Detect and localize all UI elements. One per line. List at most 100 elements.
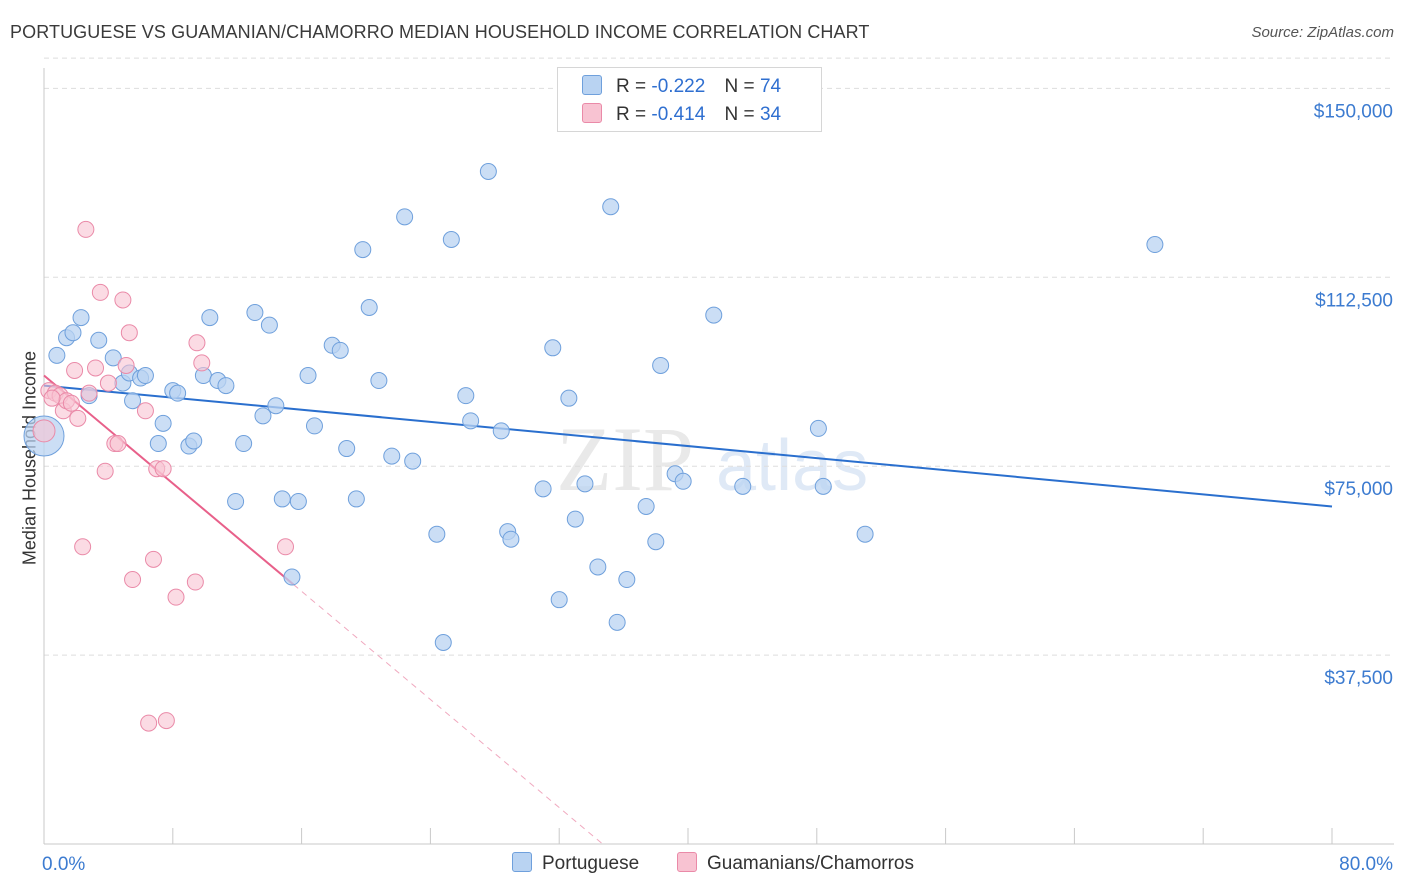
n-value-portuguese: 74: [759, 76, 782, 97]
portuguese-point: [254, 407, 272, 425]
portuguese-point: [589, 558, 607, 576]
r-value-portuguese: -0.222: [651, 76, 706, 97]
guamanian-point: [109, 435, 127, 453]
portuguese-point: [442, 231, 460, 248]
portuguese-point: [48, 346, 66, 364]
portuguese-point: [235, 435, 253, 453]
portuguese-point: [283, 568, 301, 586]
guamanian-point: [99, 374, 117, 392]
guamanian-point: [66, 361, 84, 379]
y-tick-label: $75,000: [1324, 479, 1393, 500]
legend-label-portuguese: Portuguese: [542, 853, 640, 874]
portuguese-point: [566, 510, 584, 528]
guamanian-point: [154, 460, 172, 478]
guamanian-point: [74, 538, 92, 556]
portuguese-point: [124, 392, 142, 410]
guamanian-point: [87, 359, 105, 377]
portuguese-point: [169, 384, 187, 402]
pink-swatch: [677, 852, 697, 872]
x-tick-label: 80.0%: [1339, 854, 1393, 875]
n-label: N =: [724, 104, 755, 125]
portuguese-point: [502, 530, 520, 548]
guamanian-points: [32, 220, 294, 732]
guamanian-point: [32, 419, 56, 443]
portuguese-point: [674, 472, 692, 490]
guamanian-point: [157, 712, 175, 730]
n-label: N =: [724, 76, 755, 97]
y-tick-label: $150,000: [1314, 101, 1393, 122]
portuguese-point: [136, 367, 154, 385]
guamanian-point: [144, 550, 162, 568]
guamanian-point: [120, 324, 138, 342]
correlation-legend: R = -0.222 N = 74 R = -0.414 N = 34: [557, 67, 822, 132]
guamanian-trend-line: [43, 374, 295, 586]
portuguese-point: [647, 533, 665, 551]
chart-title: PORTUGUESE VS GUAMANIAN/CHAMORRO MEDIAN …: [10, 22, 870, 42]
guamanian-point: [62, 394, 80, 412]
legend-label-guamanian: Guamanians/Chamorros: [707, 853, 914, 874]
portuguese-point: [734, 477, 752, 495]
portuguese-point: [576, 475, 594, 493]
guamanian-point: [277, 538, 294, 556]
guamanian-point: [140, 714, 158, 732]
guamanian-point: [114, 291, 132, 309]
trend-lines: [43, 374, 1333, 845]
portuguese-point: [705, 306, 723, 324]
legend-item-portuguese: Portuguese: [512, 852, 639, 875]
portuguese-point: [267, 397, 285, 415]
portuguese-point: [560, 389, 578, 407]
portuguese-point: [492, 422, 510, 440]
watermark: ZIP atlas: [556, 408, 868, 510]
portuguese-point: [64, 324, 82, 342]
guamanian-point: [69, 409, 87, 427]
guamanian-point: [80, 384, 98, 402]
portuguese-point: [370, 372, 388, 390]
portuguese-point: [354, 241, 372, 259]
pink-swatch: [582, 103, 602, 123]
portuguese-point: [602, 198, 620, 216]
portuguese-point: [457, 387, 475, 405]
portuguese-point: [544, 339, 562, 357]
portuguese-point: [404, 452, 422, 470]
blue-swatch: [512, 852, 532, 872]
guamanian-trend-extension: [293, 584, 603, 845]
portuguese-point: [637, 497, 655, 515]
portuguese-point: [550, 591, 568, 609]
portuguese-point: [217, 377, 235, 395]
portuguese-point: [396, 208, 414, 226]
portuguese-point: [185, 432, 203, 450]
portuguese-point: [246, 304, 264, 322]
portuguese-point: [383, 447, 401, 465]
portuguese-point: [149, 435, 167, 453]
portuguese-points: [23, 162, 1164, 651]
series-legend: Portuguese Guamanians/Chamorros: [0, 852, 1406, 878]
portuguese-point: [260, 316, 278, 334]
portuguese-point: [347, 490, 365, 508]
guamanian-point: [43, 389, 61, 407]
portuguese-point: [534, 480, 552, 498]
legend-row-guamanian: R = -0.414 N = 34: [582, 103, 781, 126]
guamanian-point: [188, 334, 206, 352]
portuguese-trend-line: [43, 384, 1333, 508]
x-tick-label: 0.0%: [42, 854, 85, 875]
y-tick-labels: $37,500 $75,000 $112,500 $150,000: [1314, 101, 1393, 689]
portuguese-point: [462, 412, 480, 430]
r-value-guamanian: -0.414: [651, 104, 706, 125]
portuguese-point: [90, 331, 108, 349]
guamanian-point: [117, 356, 135, 374]
portuguese-point: [608, 613, 626, 631]
portuguese-point: [360, 299, 378, 317]
portuguese-point: [299, 367, 317, 385]
legend-item-guamanian: Guamanians/Chamorros: [677, 852, 914, 875]
guamanian-point: [186, 573, 204, 591]
portuguese-point: [479, 162, 497, 180]
guamanian-point: [124, 571, 142, 589]
portuguese-point: [338, 440, 356, 458]
blue-swatch: [582, 75, 602, 95]
portuguese-point: [809, 419, 827, 437]
portuguese-point: [72, 309, 90, 327]
guamanian-point: [91, 283, 109, 301]
r-label: R =: [616, 104, 647, 125]
y-tick-label: $37,500: [1324, 668, 1393, 689]
